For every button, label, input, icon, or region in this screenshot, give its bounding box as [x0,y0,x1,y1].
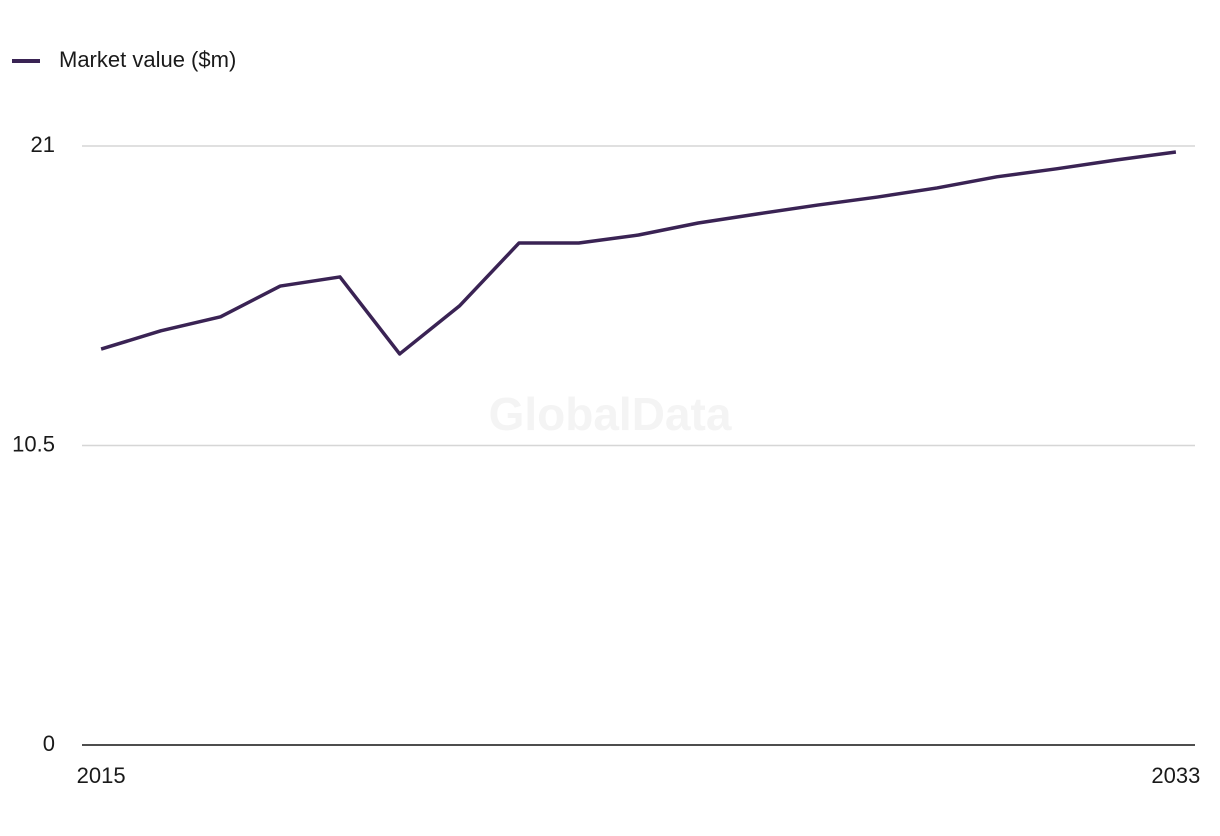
legend-label: Market value ($m) [59,47,236,72]
y-tick-label: 10.5 [12,431,55,456]
watermark: GlobalData [489,388,732,440]
x-tick-label: 2015 [77,763,126,788]
x-tick-label: 2033 [1151,763,1200,788]
y-tick-label: 0 [43,731,55,756]
y-tick-label: 21 [31,132,55,157]
series-line [100,150,1177,356]
